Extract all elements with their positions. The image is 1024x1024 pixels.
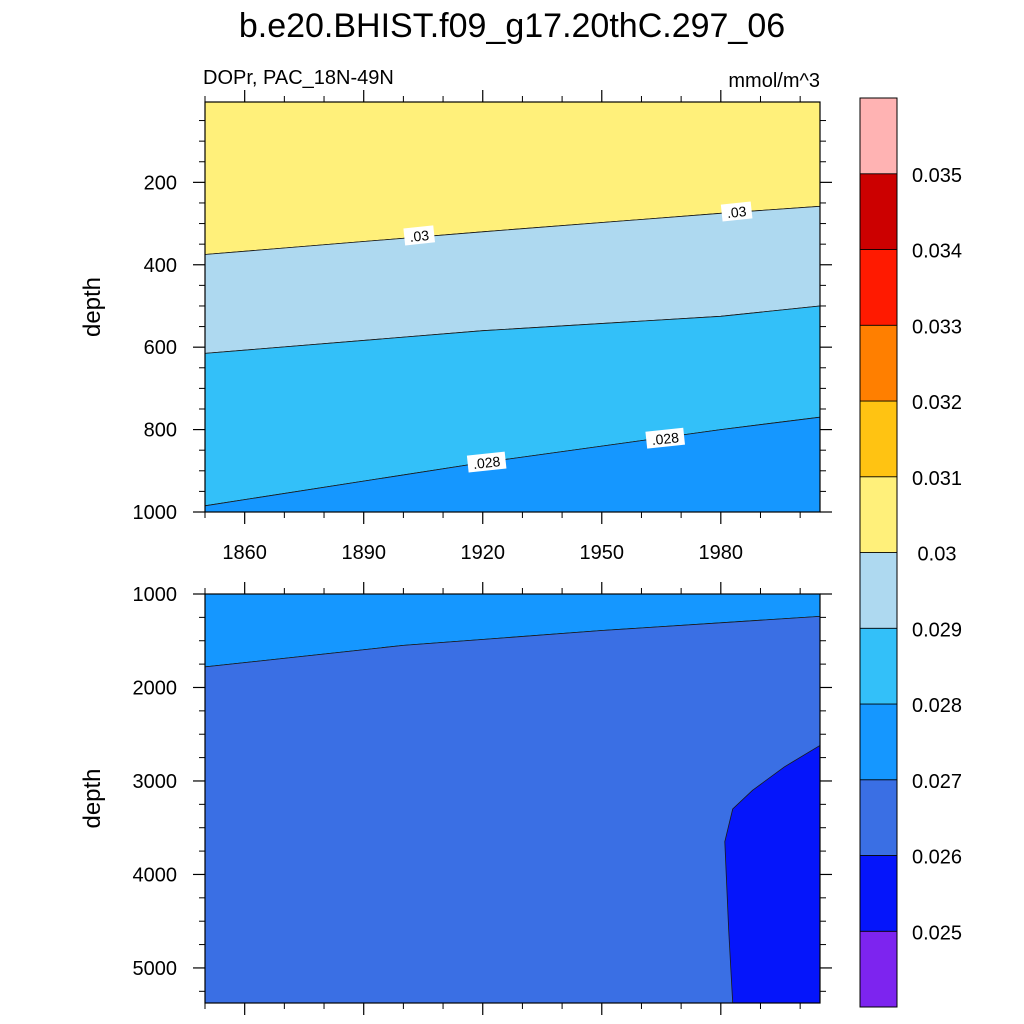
y-tick-label: 5000 <box>133 958 178 980</box>
colorbar: 0.025 0.026 0.027 0.028 0.029 0.03 0.031 0.032 0… <box>859 97 962 1008</box>
x-tick-label: 1950 <box>580 542 625 564</box>
upper-y-tick-labels: 200 400 600 800 1000 <box>133 172 178 524</box>
lower-y-tick-labels: 1000 2000 3000 4000 5000 <box>133 584 178 980</box>
figure-title: b.e20.BHIST.f09_g17.20thC.297_06 <box>239 7 785 45</box>
upper-ticks <box>193 90 832 524</box>
contour-band-0.026-0.027 <box>204 615 821 1004</box>
y-tick-label: 600 <box>144 337 177 359</box>
colorbar-label: 0.031 <box>912 468 962 490</box>
x-tick-label: 1920 <box>460 542 505 564</box>
upper-y-axis-label: depth <box>79 277 106 337</box>
colorbar-swatch <box>859 249 898 326</box>
x-tick-label: 1860 <box>222 542 267 564</box>
lower-plot-frame <box>204 593 821 1004</box>
colorbar-label: 0.035 <box>912 165 962 187</box>
lower-panel: 1000 2000 3000 4000 5000 depth <box>79 582 832 1015</box>
y-tick-label: 400 <box>144 255 177 277</box>
contour-label: .028 <box>645 427 685 449</box>
upper-contour-labels: .03 .03 .028 .028 <box>403 201 753 473</box>
colorbar-swatch <box>859 703 898 781</box>
y-tick-label: 4000 <box>133 864 178 886</box>
colorbar-label: 0.025 <box>912 922 962 944</box>
upper-plot-frame <box>204 101 821 513</box>
contour-label: .03 <box>720 201 753 222</box>
y-tick-label: 1000 <box>133 584 178 606</box>
upper-contour-fills <box>204 101 821 513</box>
x-tick-label: 1980 <box>699 542 744 564</box>
colorbar-label: 0.034 <box>912 241 962 263</box>
contour-label-text: .03 <box>409 227 430 245</box>
contour-label-box <box>466 451 507 473</box>
contour-label-box <box>645 427 685 449</box>
colorbar-label: 0.033 <box>912 316 962 338</box>
lower-y-axis-label: depth <box>79 768 106 828</box>
colorbar-label: 0.027 <box>912 771 962 793</box>
contour-label-box <box>720 201 753 222</box>
colorbar-label: 0.029 <box>912 619 962 641</box>
colorbar-swatch <box>859 627 898 705</box>
contour-label-text: .028 <box>651 429 680 448</box>
lower-contour-fills <box>204 593 821 1004</box>
colorbar-label: 0.03 <box>918 544 957 566</box>
units-label: mmol/m^3 <box>728 70 820 92</box>
colorbar-swatch <box>859 324 898 402</box>
y-tick-label: 1000 <box>133 502 178 524</box>
colorbar-swatch <box>859 476 898 553</box>
x-tick-label: 1890 <box>341 542 386 564</box>
contour-label: .028 <box>466 451 507 473</box>
colorbar-swatch <box>859 552 898 629</box>
left-subtitle: DOPr, PAC_18N-49N <box>203 67 394 89</box>
colorbar-swatch <box>859 855 898 932</box>
colorbar-swatch <box>859 173 898 250</box>
colorbar-frame <box>859 97 898 1008</box>
colorbar-swatch <box>859 930 898 1008</box>
colorbar-swatch <box>859 400 898 478</box>
colorbar-label: 0.026 <box>912 847 962 869</box>
y-tick-label: 2000 <box>133 677 178 699</box>
colorbar-swatch <box>859 97 898 175</box>
colorbar-swatch <box>859 779 898 856</box>
contour-label-text: .028 <box>472 453 501 472</box>
upper-x-tick-labels: 1860 1890 1920 1950 1980 <box>222 542 743 564</box>
contour-label-text: .03 <box>726 203 747 221</box>
contour-label: .03 <box>403 225 436 246</box>
lower-ticks <box>193 582 832 1015</box>
upper-panel: .03 .03 .028 .028 1860 1890 1920 1950 1980 200 4… <box>79 90 832 564</box>
y-tick-label: 800 <box>144 420 177 442</box>
colorbar-label: 0.032 <box>912 392 962 414</box>
y-tick-label: 200 <box>144 172 177 194</box>
y-tick-label: 3000 <box>133 771 178 793</box>
contour-label-box <box>403 225 436 246</box>
colorbar-label: 0.028 <box>912 695 962 717</box>
